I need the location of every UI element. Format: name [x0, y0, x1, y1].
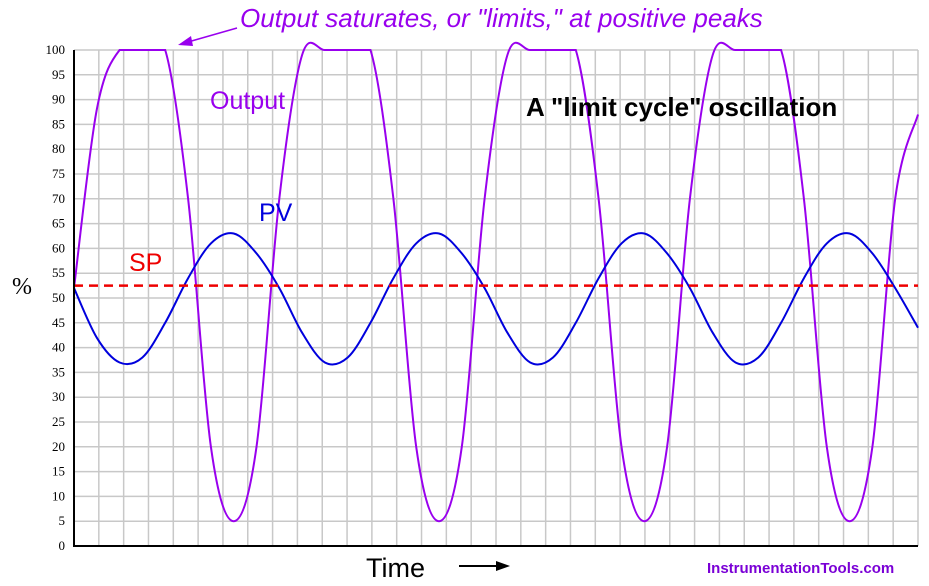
annotation-arrow-shaft	[187, 27, 238, 43]
y-tick-label: 30	[52, 389, 65, 404]
y-tick-label: 95	[52, 67, 65, 82]
y-tick-label: 70	[52, 191, 65, 206]
y-tick-label: 55	[52, 265, 65, 280]
chart-title: A "limit cycle" oscillation	[526, 92, 837, 122]
y-axis-label: %	[12, 274, 32, 300]
saturation-annotation: Output saturates, or "limits," at positi…	[240, 3, 763, 33]
y-tick-label: 40	[52, 340, 65, 355]
y-tick-label: 15	[52, 464, 65, 479]
time-arrowhead	[496, 561, 510, 571]
y-tick-label: 65	[52, 216, 65, 231]
y-tick-labels: 0 5 10 15 20 25 30 35 40 45 50 55 60 65 70 75 80 85 90 95 10…	[46, 42, 66, 553]
y-tick-label: 50	[52, 290, 65, 305]
y-tick-label: 75	[52, 166, 65, 181]
y-tick-label: 100	[46, 42, 66, 57]
series-pv-line	[73, 232, 919, 366]
y-tick-label: 60	[52, 240, 65, 255]
series-label-sp: SP	[129, 249, 162, 277]
grid	[73, 49, 919, 547]
series-label-output: Output	[210, 87, 285, 115]
y-tick-label: 85	[52, 116, 65, 131]
y-tick-label: 80	[52, 141, 65, 156]
y-tick-label: 25	[52, 414, 65, 429]
y-tick-label: 0	[59, 538, 66, 553]
series-lines	[73, 41, 919, 523]
y-tick-label: 35	[52, 364, 65, 379]
y-tick-label: 45	[52, 315, 65, 330]
x-axis-label: Time	[366, 553, 425, 583]
watermark: InstrumentationTools.com	[707, 560, 894, 577]
series-output-line	[73, 41, 919, 523]
y-tick-label: 20	[52, 439, 65, 454]
y-tick-label: 90	[52, 92, 65, 107]
y-tick-label: 10	[52, 488, 65, 503]
y-tick-label: 5	[59, 513, 66, 528]
annotation-arrowhead	[178, 36, 193, 46]
series-label-pv: PV	[259, 199, 293, 227]
